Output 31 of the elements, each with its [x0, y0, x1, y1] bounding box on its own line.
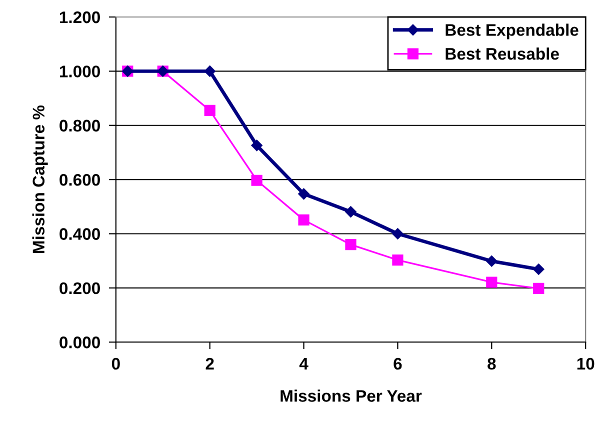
point: [251, 140, 262, 152]
point: [486, 276, 498, 288]
point: [298, 214, 310, 226]
y-tick-label: 0.000: [60, 336, 100, 348]
x-tick-label: 10: [577, 358, 594, 370]
y-axis-title: Mission Capture %: [32, 105, 48, 253]
legend-label: Best Expendable: [446, 24, 578, 40]
x-tick-label: 0: [112, 358, 120, 370]
point: [345, 239, 356, 250]
x-tick-label: 2: [206, 358, 214, 370]
y-tick-label: 0.600: [60, 174, 100, 186]
point: [392, 228, 404, 240]
point: [392, 254, 404, 266]
point: [204, 104, 216, 116]
point: [345, 206, 356, 218]
point: [533, 264, 544, 275]
y-tick-label: 0.800: [60, 120, 100, 132]
point: [533, 282, 544, 294]
legend-label: Best Reusable: [446, 48, 559, 60]
point: [298, 188, 310, 200]
x-tick-label: 6: [394, 358, 402, 370]
x-tick-label: 8: [488, 358, 496, 370]
y-tick-label: 1.200: [60, 11, 100, 24]
y-tick-label: 0.400: [60, 228, 100, 240]
point: [486, 256, 498, 267]
x-axis-title: Missions Per Year: [280, 390, 422, 402]
y-tick-label: 0.200: [60, 282, 100, 294]
y-tick-label: 1.000: [60, 66, 100, 78]
x-tick-label: 4: [299, 358, 308, 370]
point: [251, 174, 262, 186]
point: [204, 66, 216, 77]
